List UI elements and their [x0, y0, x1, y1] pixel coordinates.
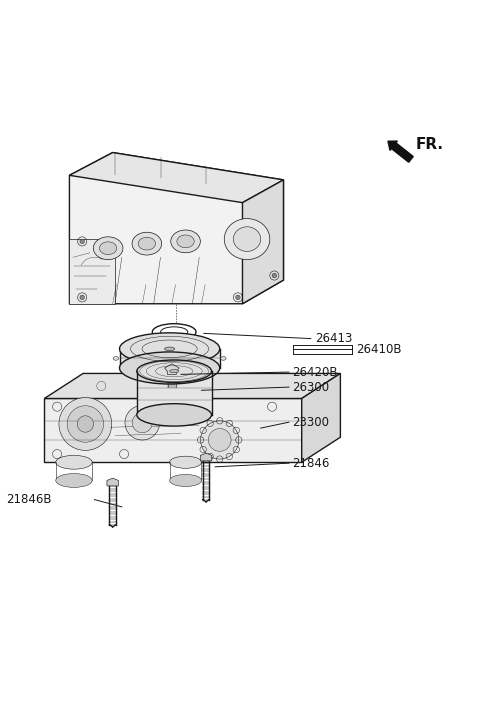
Ellipse shape: [169, 475, 202, 486]
FancyArrow shape: [388, 141, 413, 162]
Polygon shape: [302, 373, 340, 463]
Bar: [120, 349, 220, 368]
Ellipse shape: [165, 347, 175, 350]
Circle shape: [125, 405, 159, 440]
Circle shape: [201, 421, 239, 459]
Ellipse shape: [132, 232, 162, 255]
Ellipse shape: [233, 227, 261, 252]
Ellipse shape: [56, 455, 92, 469]
Circle shape: [208, 428, 231, 451]
Ellipse shape: [120, 352, 220, 384]
Text: 26410B: 26410B: [356, 342, 402, 356]
Text: 23300: 23300: [293, 415, 330, 429]
Circle shape: [272, 273, 276, 278]
Circle shape: [80, 295, 84, 300]
Text: 26420B: 26420B: [293, 365, 338, 378]
Circle shape: [59, 398, 112, 450]
Ellipse shape: [169, 456, 202, 468]
Ellipse shape: [93, 237, 123, 260]
Text: FR.: FR.: [416, 137, 444, 152]
Ellipse shape: [221, 357, 226, 360]
Ellipse shape: [171, 230, 200, 252]
Circle shape: [77, 416, 94, 432]
Ellipse shape: [224, 219, 270, 260]
Ellipse shape: [120, 332, 220, 365]
Text: 26300: 26300: [293, 380, 330, 393]
Ellipse shape: [137, 404, 212, 426]
Polygon shape: [70, 152, 284, 202]
Circle shape: [236, 295, 240, 300]
Polygon shape: [44, 373, 340, 398]
Ellipse shape: [113, 357, 119, 360]
Circle shape: [80, 239, 84, 244]
Text: 21846B: 21846B: [6, 493, 51, 506]
Ellipse shape: [56, 473, 92, 488]
Polygon shape: [70, 239, 115, 304]
Polygon shape: [242, 180, 284, 304]
Polygon shape: [107, 478, 119, 486]
Ellipse shape: [169, 370, 179, 373]
Ellipse shape: [177, 235, 194, 247]
Text: 26413: 26413: [315, 332, 353, 345]
Polygon shape: [165, 364, 179, 375]
Circle shape: [132, 413, 152, 433]
Polygon shape: [200, 453, 212, 461]
Circle shape: [67, 406, 104, 442]
Ellipse shape: [99, 242, 117, 255]
Bar: [137, 371, 212, 415]
Ellipse shape: [138, 237, 156, 250]
Polygon shape: [70, 152, 284, 304]
Ellipse shape: [137, 360, 212, 383]
Text: 21846: 21846: [293, 457, 330, 470]
Polygon shape: [44, 398, 302, 463]
